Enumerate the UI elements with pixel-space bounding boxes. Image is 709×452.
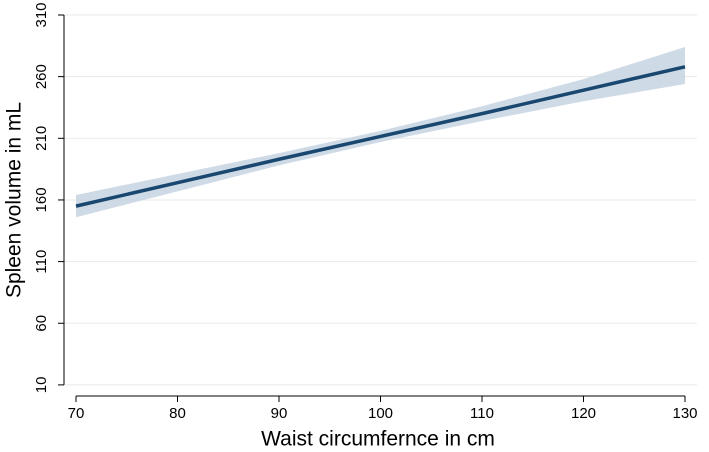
- y-tick-label: 310: [33, 2, 50, 27]
- confidence-band: [76, 47, 685, 218]
- y-tick-label: 210: [33, 126, 50, 151]
- y-tick-label: 60: [33, 315, 50, 332]
- x-tick-label: 90: [271, 405, 288, 422]
- y-axis-label: Spleen volume in mL: [3, 102, 26, 298]
- x-tick-label: 80: [169, 405, 186, 422]
- x-tick-label: 120: [571, 405, 596, 422]
- y-tick-label: 160: [33, 187, 50, 212]
- x-axis-label: Waist circumfernce in cm: [261, 428, 495, 451]
- y-tick-label: 10: [33, 377, 50, 394]
- x-tick-label: 110: [470, 405, 494, 422]
- x-tick-label: 130: [672, 405, 697, 422]
- y-tick-label: 110: [33, 250, 50, 274]
- y-tick-label: 260: [33, 64, 50, 89]
- x-tick-label: 100: [368, 405, 393, 422]
- x-tick-label: 70: [68, 405, 85, 422]
- fit-line: [75, 65, 686, 208]
